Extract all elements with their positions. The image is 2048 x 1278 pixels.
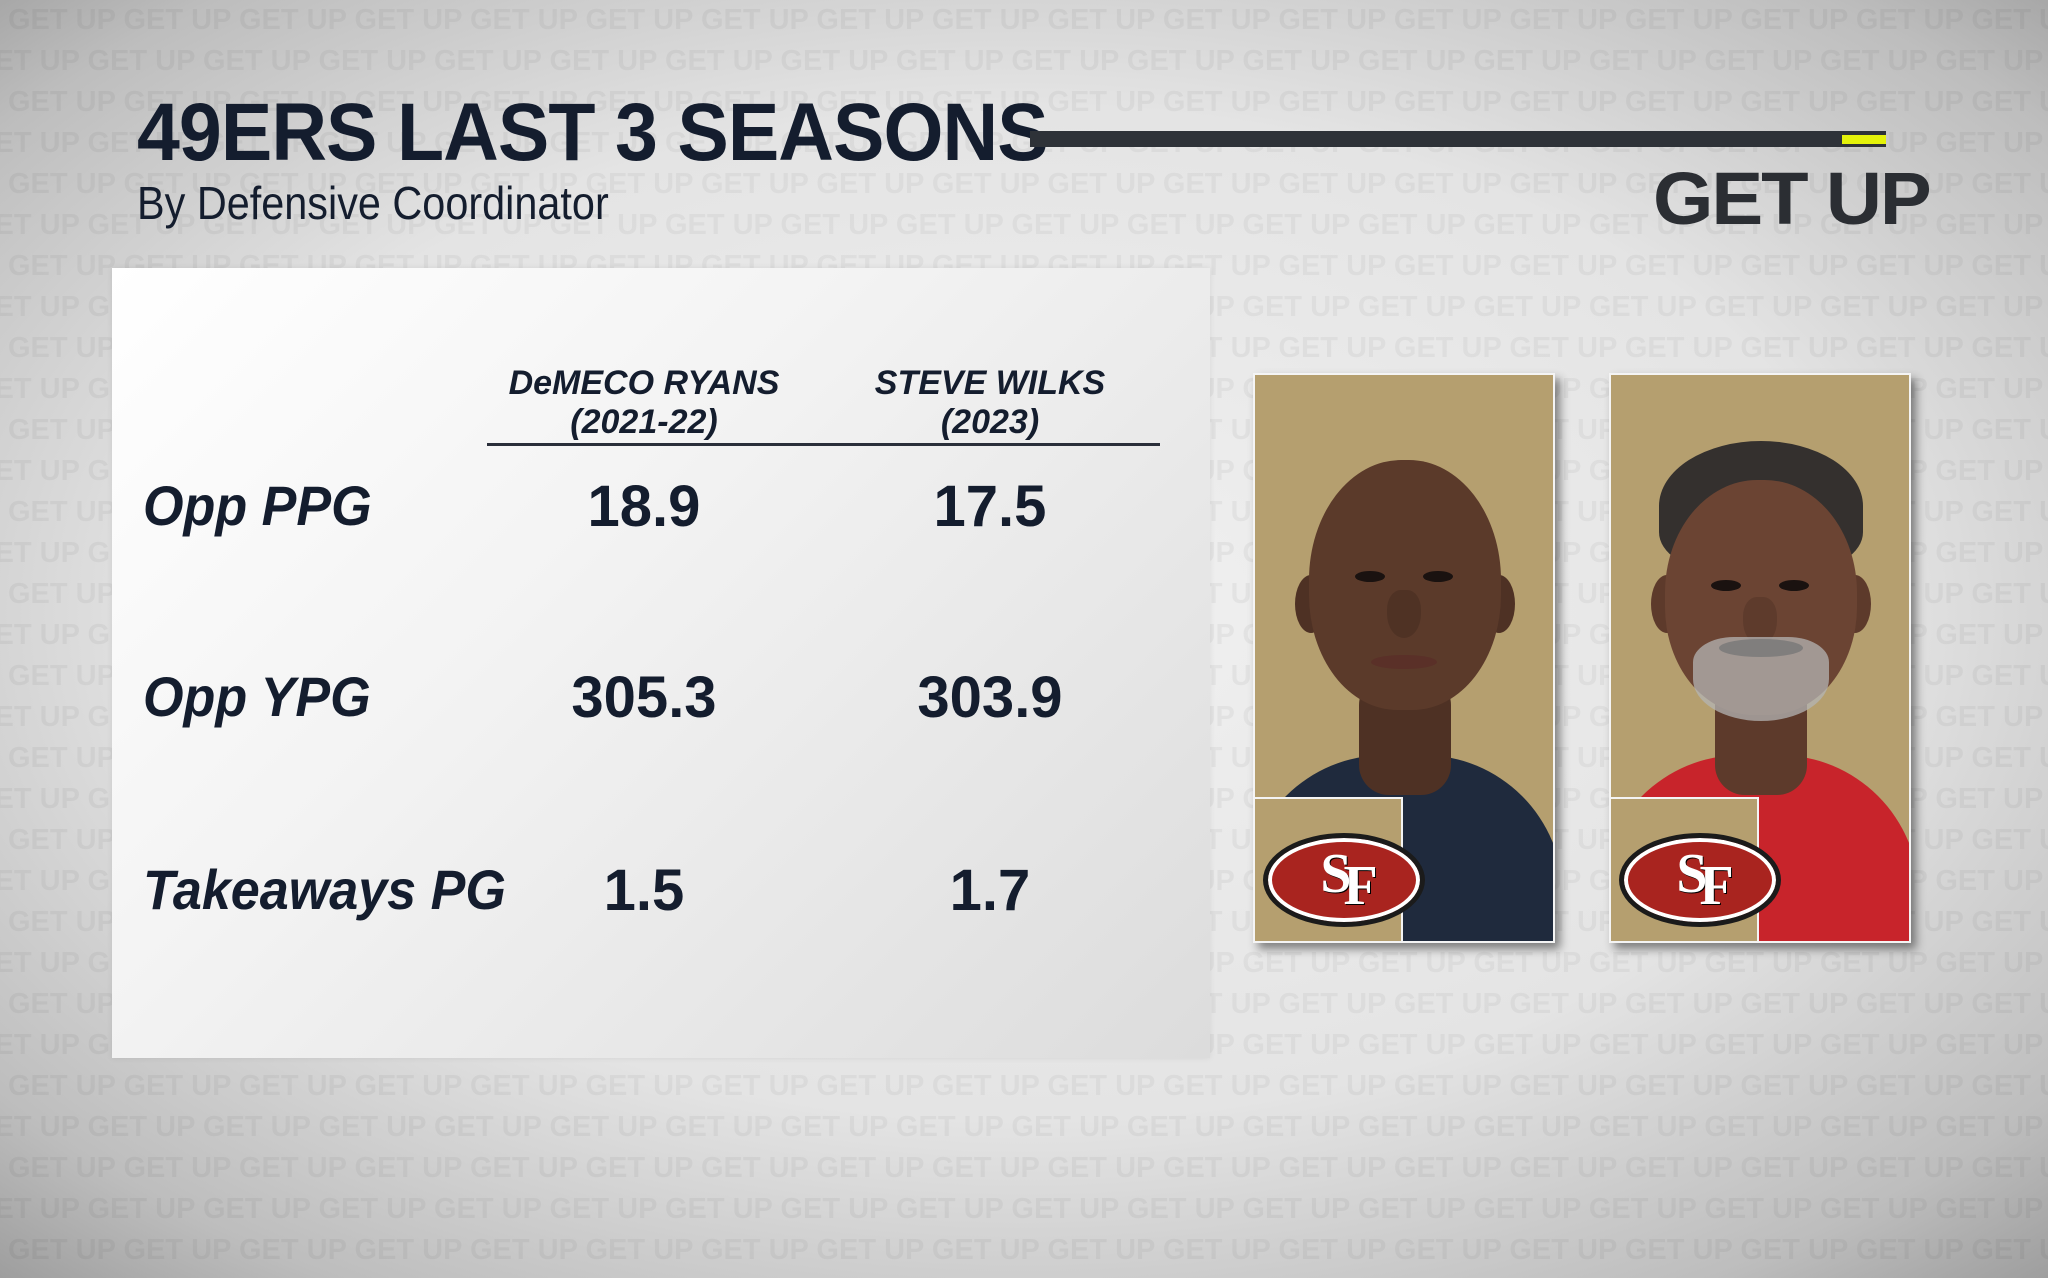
watermark-row: GET UP GET UP GET UP GET UP GET UP GET U… bbox=[8, 0, 2048, 41]
eye-shape bbox=[1355, 571, 1385, 582]
49ers-sf-logo-icon: SF bbox=[1263, 833, 1425, 927]
nose-shape bbox=[1387, 590, 1421, 638]
column-name-ryans: DeMECO RYANS bbox=[508, 364, 780, 402]
mustache-shape bbox=[1719, 639, 1803, 657]
stat-value-wilks-takeaways-pg: 1.7 bbox=[949, 858, 1031, 923]
watermark-row: GET UP GET UP GET UP GET UP GET UP GET U… bbox=[0, 41, 2048, 82]
header-accent-bar bbox=[1842, 135, 1886, 144]
team-logo-badge: SF bbox=[1611, 797, 1781, 941]
49ers-sf-logo-icon: SF bbox=[1619, 833, 1781, 927]
column-header-ryans: DeMECO RYANS (2021-22) bbox=[474, 364, 814, 442]
watermark-row: GET UP GET UP GET UP GET UP GET UP GET U… bbox=[8, 1066, 2048, 1107]
eye-shape bbox=[1423, 571, 1453, 582]
watermark-row: GET UP GET UP GET UP GET UP GET UP GET U… bbox=[0, 1189, 2048, 1230]
row-label-takeaways-pg: Takeaways PG bbox=[143, 858, 506, 921]
head-shape bbox=[1309, 460, 1501, 710]
stat-value-ryans-opp-ppg: 18.9 bbox=[587, 474, 701, 539]
stat-value-ryans-opp-ypg: 305.3 bbox=[571, 665, 717, 730]
watermark-row: GET UP GET UP GET UP GET UP GET UP GET U… bbox=[8, 1148, 2048, 1189]
column-header-wilks: STEVE WILKS (2023) bbox=[820, 364, 1160, 442]
mouth-shape bbox=[1371, 655, 1437, 669]
stat-value-wilks-opp-ppg: 17.5 bbox=[933, 474, 1047, 539]
page-subtitle: By Defensive Coordinator bbox=[137, 177, 609, 229]
stats-panel bbox=[112, 268, 1210, 1058]
watermark-row: GET UP GET UP GET UP GET UP GET UP GET U… bbox=[8, 164, 2048, 205]
watermark-row: GET UP GET UP GET UP GET UP GET UP GET U… bbox=[8, 82, 2048, 123]
header-divider bbox=[1030, 131, 1886, 147]
page-title: 49ERS LAST 3 SEASONS bbox=[137, 87, 1049, 178]
stat-value-ryans-takeaways-pg: 1.5 bbox=[603, 858, 685, 923]
watermark-row: GET UP GET UP GET UP GET UP GET UP GET U… bbox=[0, 205, 2048, 246]
headshot-steve-wilks: SF bbox=[1609, 373, 1911, 943]
watermark-row: GET UP GET UP GET UP GET UP GET UP GET U… bbox=[8, 1230, 2048, 1271]
column-header-divider bbox=[487, 443, 1160, 446]
stat-value-wilks-opp-ypg: 303.9 bbox=[917, 665, 1063, 730]
column-years-wilks: (2023) bbox=[940, 403, 1040, 441]
column-years-ryans: (2021-22) bbox=[570, 403, 718, 441]
row-label-opp-ypg: Opp YPG bbox=[143, 665, 371, 728]
watermark-row: GET UP GET UP GET UP GET UP GET UP GET U… bbox=[0, 1107, 2048, 1148]
row-label-opp-ppg: Opp PPG bbox=[143, 474, 372, 537]
eye-shape bbox=[1779, 580, 1809, 591]
watermark-row: GET UP GET UP GET UP GET UP GET UP GET U… bbox=[0, 1271, 2048, 1278]
team-logo-badge: SF bbox=[1255, 797, 1425, 941]
headshot-demeco-ryans: SF bbox=[1253, 373, 1555, 943]
eye-shape bbox=[1711, 580, 1741, 591]
get-up-show-logo: GET UP bbox=[1653, 157, 1932, 240]
column-name-wilks: STEVE WILKS bbox=[874, 364, 1106, 402]
